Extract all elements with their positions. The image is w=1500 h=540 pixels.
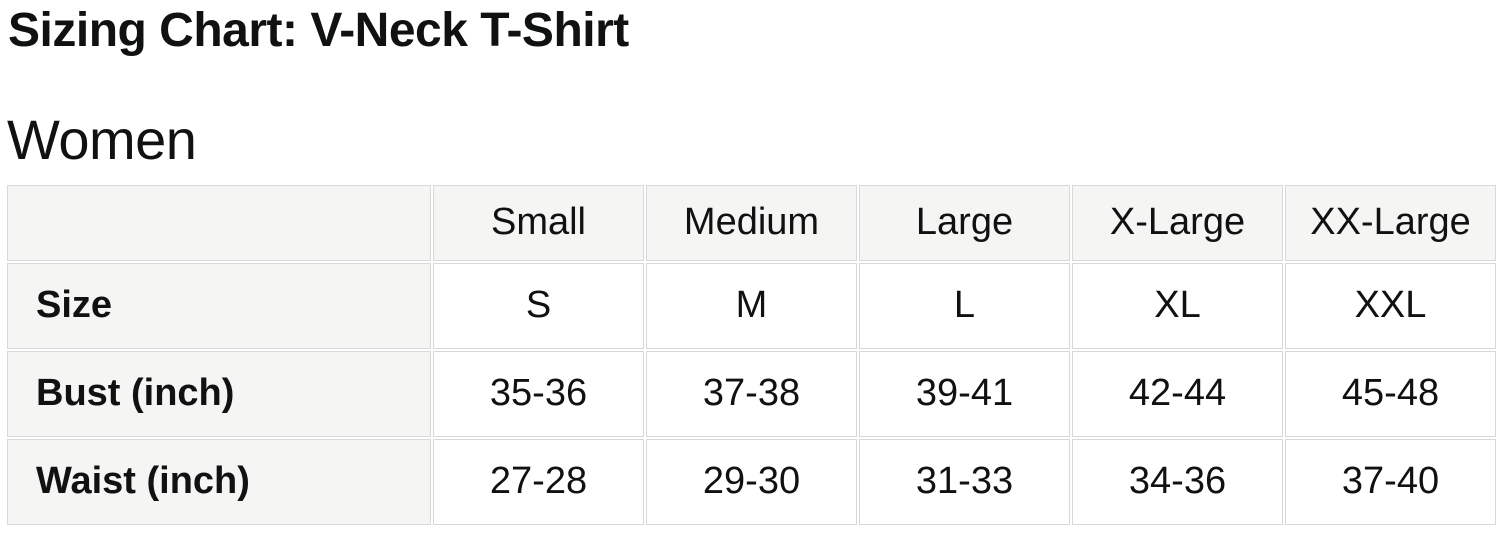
column-header-x-large: X-Large: [1072, 184, 1283, 261]
table-header-row: Small Medium Large X-Large XX-Large: [7, 184, 1496, 261]
row-label-waist: Waist (inch): [7, 438, 431, 525]
cell-bust-large: 39-41: [859, 350, 1070, 437]
cell-size-medium: M: [646, 262, 857, 349]
page-title: Sizing Chart: V-Neck T-Shirt: [8, 4, 629, 57]
column-header-large: Large: [859, 184, 1070, 261]
column-header-xx-large: XX-Large: [1285, 184, 1496, 261]
cell-size-small: S: [433, 262, 644, 349]
column-header-small: Small: [433, 184, 644, 261]
cell-waist-small: 27-28: [433, 438, 644, 525]
cell-waist-x-large: 34-36: [1072, 438, 1283, 525]
cell-size-large: L: [859, 262, 1070, 349]
row-label-bust: Bust (inch): [7, 350, 431, 437]
cell-waist-large: 31-33: [859, 438, 1070, 525]
corner-header-cell: [7, 184, 431, 261]
cell-bust-x-large: 42-44: [1072, 350, 1283, 437]
row-label-size: Size: [7, 262, 431, 349]
cell-waist-xx-large: 37-40: [1285, 438, 1496, 525]
table-row-bust: Bust (inch) 35-36 37-38 39-41 42-44 45-4…: [7, 350, 1496, 437]
cell-bust-xx-large: 45-48: [1285, 350, 1496, 437]
cell-size-x-large: XL: [1072, 262, 1283, 349]
table-row-waist: Waist (inch) 27-28 29-30 31-33 34-36 37-…: [7, 438, 1496, 525]
table-row-size: Size S M L XL XXL: [7, 262, 1496, 349]
column-header-medium: Medium: [646, 184, 857, 261]
sizing-table: Small Medium Large X-Large XX-Large Size…: [5, 183, 1498, 527]
cell-waist-medium: 29-30: [646, 438, 857, 525]
cell-bust-medium: 37-38: [646, 350, 857, 437]
section-heading-women: Women: [7, 107, 197, 171]
cell-size-xx-large: XXL: [1285, 262, 1496, 349]
cell-bust-small: 35-36: [433, 350, 644, 437]
